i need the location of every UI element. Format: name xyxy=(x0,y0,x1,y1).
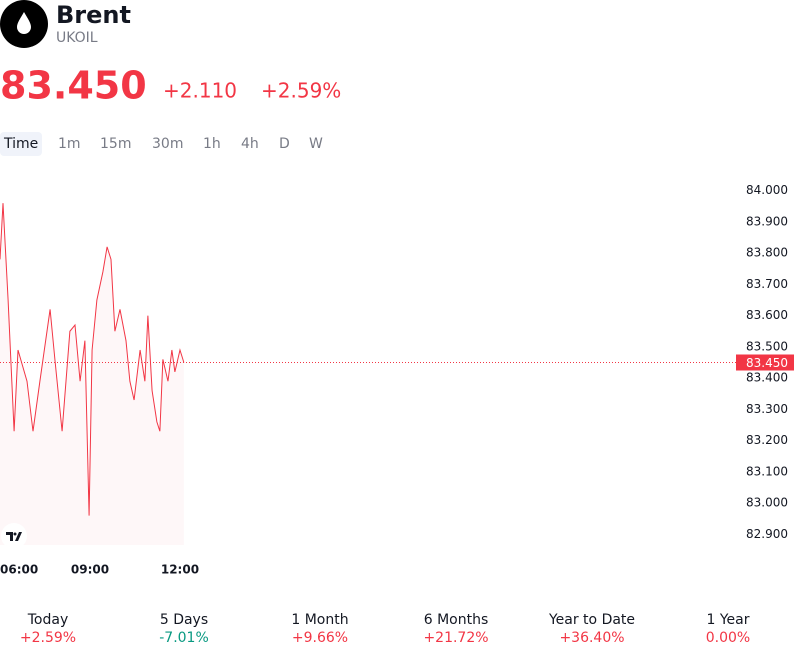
y-tick-label: 83.900 xyxy=(746,214,788,228)
last-price-badge xyxy=(736,354,794,371)
y-tick-label: 84.000 xyxy=(746,183,788,197)
period-change: +2.59% xyxy=(20,630,76,646)
interval-selected-bg xyxy=(0,132,42,156)
interval-button[interactable]: 1m xyxy=(58,136,81,152)
y-tick-label: 83.300 xyxy=(746,402,788,416)
last-price-label: 83.450 xyxy=(746,356,788,370)
y-tick-label: 83.600 xyxy=(746,308,788,322)
interval-button[interactable]: 4h xyxy=(241,136,259,152)
y-tick-label: 83.700 xyxy=(746,277,788,291)
y-tick-label: 83.100 xyxy=(746,464,788,478)
interval-button[interactable]: Time xyxy=(3,136,38,152)
change: +2.110 xyxy=(163,79,237,103)
logo-drop xyxy=(17,12,31,34)
period-change: +9.66% xyxy=(292,630,348,646)
x-tick-label: 06:00 xyxy=(0,563,38,577)
y-tick-label: 83.800 xyxy=(746,246,788,260)
y-tick-label: 83.200 xyxy=(746,433,788,447)
period-label[interactable]: Today xyxy=(27,612,69,628)
period-label[interactable]: 1 Month xyxy=(291,612,348,628)
period-change: +21.72% xyxy=(423,630,488,646)
tv-logo xyxy=(1,523,27,549)
period-change: -7.01% xyxy=(159,630,209,646)
interval-button[interactable]: D xyxy=(279,136,290,152)
period-change: +36.40% xyxy=(559,630,624,646)
y-tick-label: 83.500 xyxy=(746,339,788,353)
y-tick-label: 83.000 xyxy=(746,496,788,510)
period-label[interactable]: 1 Year xyxy=(707,612,750,628)
period-label[interactable]: 5 Days xyxy=(160,612,208,628)
period-change: 0.00% xyxy=(706,630,750,646)
period-label[interactable]: Year to Date xyxy=(548,612,635,628)
price-line xyxy=(0,203,185,516)
x-tick-label: 09:00 xyxy=(71,563,109,577)
interval-button[interactable]: 15m xyxy=(100,136,131,152)
x-tick-label: 12:00 xyxy=(161,563,199,577)
title: Brent xyxy=(56,1,131,29)
y-tick-label: 83.400 xyxy=(746,371,788,385)
change-percent: +2.59% xyxy=(261,79,341,103)
interval-button[interactable]: 30m xyxy=(152,136,183,152)
period-label[interactable]: 6 Months xyxy=(424,612,489,628)
price: 83.450 xyxy=(0,64,147,108)
interval-button[interactable]: W xyxy=(309,136,323,152)
symbol: UKOIL xyxy=(56,30,98,46)
y-tick-label: 82.900 xyxy=(746,527,788,541)
interval-button[interactable]: 1h xyxy=(203,136,221,152)
